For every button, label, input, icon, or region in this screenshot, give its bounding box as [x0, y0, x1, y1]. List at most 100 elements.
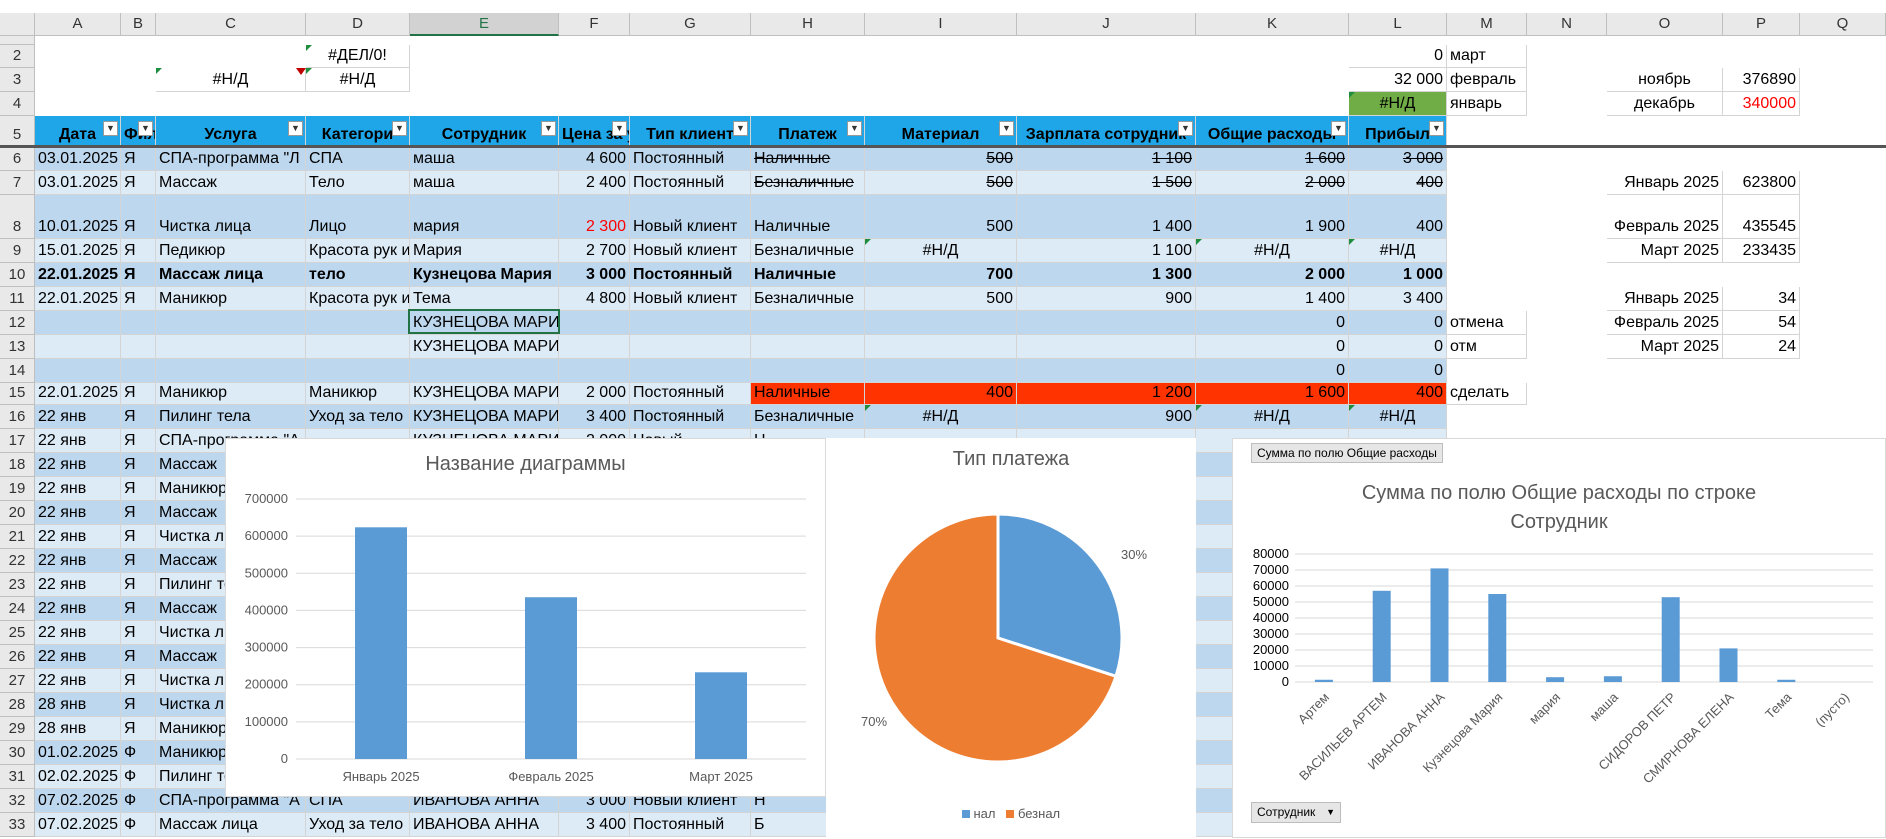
cell-k16[interactable]: #Н/Д — [1196, 405, 1349, 429]
cell-b33[interactable]: Ф — [121, 813, 156, 837]
cell-m4[interactable]: январь — [1447, 92, 1527, 116]
filter-dropdown-k[interactable]: ▼ — [1331, 121, 1346, 136]
column-header-k[interactable]: K — [1196, 13, 1349, 36]
column-header-m[interactable]: M — [1447, 13, 1527, 36]
cell-d2[interactable]: #ДЕЛ/0! — [306, 45, 410, 68]
cell-b24[interactable]: Я — [121, 597, 156, 621]
cell-l13[interactable]: 0 — [1349, 335, 1447, 359]
cell-b26[interactable]: Я — [121, 645, 156, 669]
cell-p13[interactable]: 24 — [1723, 335, 1800, 359]
cell-b31[interactable]: Ф — [121, 765, 156, 789]
cell-a30[interactable]: 01.02.2025 — [35, 741, 121, 765]
row-header-10[interactable]: 10 — [0, 263, 35, 287]
cell-m13[interactable]: отм — [1447, 335, 1527, 359]
cell-b8[interactable]: Я — [121, 195, 156, 239]
cell-b29[interactable]: Я — [121, 717, 156, 741]
cell-g11[interactable]: Новый клиент — [630, 287, 751, 311]
row-header-13[interactable]: 13 — [0, 335, 35, 359]
cell-h7[interactable]: Безналичные — [751, 171, 865, 195]
cell-j16[interactable]: 900 — [1017, 405, 1196, 429]
row-header-5[interactable]: 5 — [0, 116, 35, 147]
cell-f14[interactable] — [559, 359, 630, 383]
cell-c14[interactable] — [156, 359, 306, 383]
cell-d11[interactable]: Красота рук и — [306, 287, 410, 311]
row-header-33[interactable]: 33 — [0, 813, 35, 837]
row-header-28[interactable]: 28 — [0, 693, 35, 717]
row-header-29[interactable]: 29 — [0, 717, 35, 741]
cell-o13[interactable]: Март 2025 — [1607, 335, 1723, 359]
table-header-e[interactable]: Сотрудник ▼ — [410, 116, 559, 147]
cell-a20[interactable]: 22 янв — [35, 501, 121, 525]
row-header-11[interactable]: 11 — [0, 287, 35, 311]
cell-e7[interactable]: маша — [410, 171, 559, 195]
cell-c15[interactable]: Маникюр — [156, 383, 306, 405]
dropdown-arrow-icon[interactable]: ▼ — [1326, 807, 1335, 817]
cell-g16[interactable]: Постоянный — [630, 405, 751, 429]
cell-j8[interactable]: 1 400 — [1017, 195, 1196, 239]
row-header-21[interactable]: 21 — [0, 525, 35, 549]
cell-p9[interactable]: 233435 — [1723, 239, 1800, 263]
column-header-j[interactable]: J — [1017, 13, 1196, 36]
cell-l15[interactable]: 400 — [1349, 383, 1447, 405]
row-header-18[interactable]: 18 — [0, 453, 35, 477]
cell-a6[interactable]: 03.01.2025 — [35, 147, 121, 171]
cell-e6[interactable]: маша — [410, 147, 559, 171]
cell-f15[interactable]: 2 000 — [559, 383, 630, 405]
cell-c13[interactable] — [156, 335, 306, 359]
cell-g9[interactable]: Новый клиент — [630, 239, 751, 263]
cell-h13[interactable] — [751, 335, 865, 359]
cell-a22[interactable]: 22 янв — [35, 549, 121, 573]
cell-d7[interactable]: Тело — [306, 171, 410, 195]
cell-j12[interactable] — [1017, 311, 1196, 335]
cell-c6[interactable]: СПА-программа "Л — [156, 147, 306, 171]
cell-h15[interactable]: Наличные — [751, 383, 865, 405]
cell-b32[interactable]: Ф — [121, 789, 156, 813]
row-header-1-partial[interactable] — [0, 36, 35, 45]
filter-dropdown-j[interactable]: ▼ — [1178, 121, 1193, 136]
cell-d13[interactable] — [306, 335, 410, 359]
cell-d14[interactable] — [306, 359, 410, 383]
cell-b14[interactable] — [121, 359, 156, 383]
cell-b18[interactable]: Я — [121, 453, 156, 477]
column-header-e[interactable]: E — [410, 13, 559, 36]
select-all-corner[interactable] — [0, 13, 35, 36]
cell-c33[interactable]: Массаж лица — [156, 813, 306, 837]
cell-b15[interactable]: Я — [121, 383, 156, 405]
filter-dropdown-e[interactable]: ▼ — [541, 121, 556, 136]
cell-p12[interactable]: 54 — [1723, 311, 1800, 335]
cell-p11[interactable]: 34 — [1723, 287, 1800, 311]
table-header-i[interactable]: Материал ▼ — [865, 116, 1017, 147]
cell-j11[interactable]: 900 — [1017, 287, 1196, 311]
cell-g15[interactable]: Постоянный — [630, 383, 751, 405]
table-header-d[interactable]: Категори ▼ — [306, 116, 410, 147]
cell-k14[interactable]: 0 — [1196, 359, 1349, 383]
cell-i9[interactable]: #Н/Д — [865, 239, 1017, 263]
cell-a12[interactable] — [35, 311, 121, 335]
column-header-o[interactable]: O — [1607, 13, 1723, 36]
cell-b17[interactable]: Я — [121, 429, 156, 453]
cell-i6[interactable]: 500 — [865, 147, 1017, 171]
pivot-value-field-button[interactable]: Сумма по полю Общие расходы — [1251, 443, 1443, 463]
cell-j13[interactable] — [1017, 335, 1196, 359]
cell-d3[interactable]: #Н/Д — [306, 68, 410, 92]
row-header-14[interactable]: 14 — [0, 359, 35, 383]
filter-dropdown-i[interactable]: ▼ — [999, 121, 1014, 136]
cell-k7[interactable]: 2 000 — [1196, 171, 1349, 195]
cell-m12[interactable]: отмена — [1447, 311, 1527, 335]
cell-l7[interactable]: 400 — [1349, 171, 1447, 195]
cell-e11[interactable]: Тема — [410, 287, 559, 311]
row-header-8[interactable]: 8 — [0, 195, 35, 239]
cell-f9[interactable]: 2 700 — [559, 239, 630, 263]
cell-i12[interactable] — [865, 311, 1017, 335]
row-header-26[interactable]: 26 — [0, 645, 35, 669]
filter-dropdown-l[interactable]: ▼ — [1429, 121, 1444, 136]
cell-f7[interactable]: 2 400 — [559, 171, 630, 195]
row-header-30[interactable]: 30 — [0, 741, 35, 765]
cell-f33[interactable]: 3 400 — [559, 813, 630, 837]
cell-i16[interactable]: #Н/Д — [865, 405, 1017, 429]
cell-j7[interactable]: 1 500 — [1017, 171, 1196, 195]
cell-d15[interactable]: Маникюр — [306, 383, 410, 405]
row-header-32[interactable]: 32 — [0, 789, 35, 813]
cell-k13[interactable]: 0 — [1196, 335, 1349, 359]
cell-m3[interactable]: февраль — [1447, 68, 1527, 92]
